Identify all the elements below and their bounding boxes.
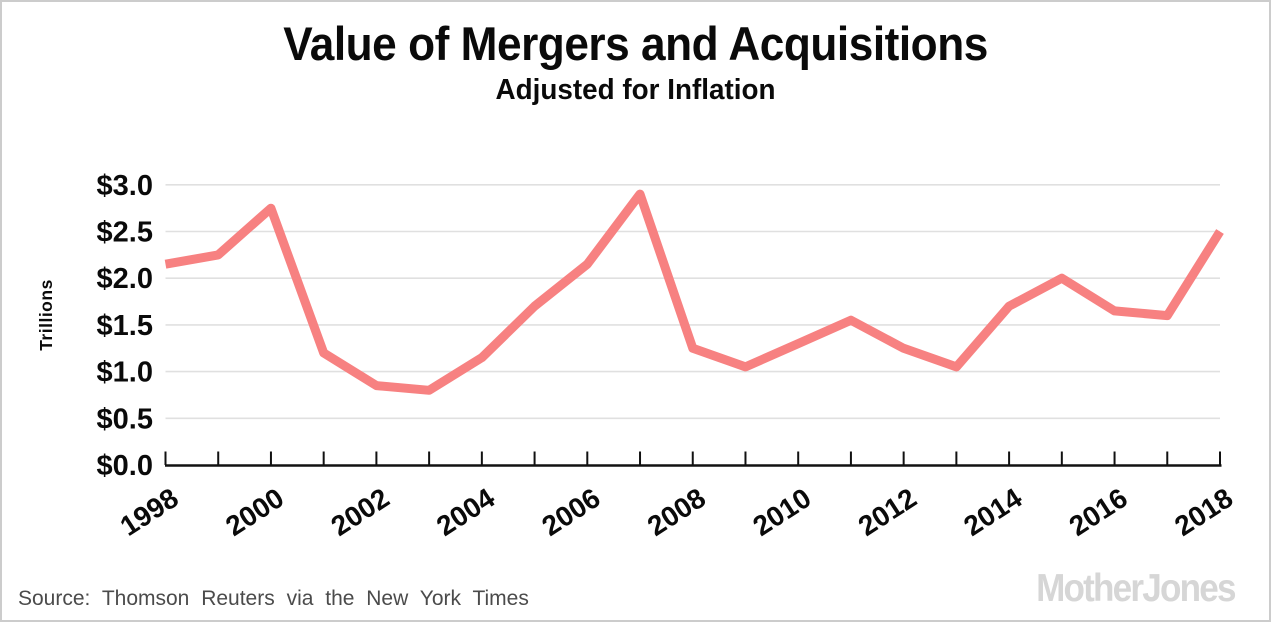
x-tick-label: 2014	[958, 482, 1027, 542]
y-tick-label: $2.0	[97, 263, 153, 295]
motherjones-logo: MotherJones	[1036, 567, 1236, 610]
x-tick-label: 2004	[431, 482, 500, 542]
y-tick-label: $0.5	[97, 403, 153, 435]
y-axis-title: Trillions	[36, 279, 56, 351]
x-tick-label: 2012	[853, 482, 922, 542]
y-tick-label: $3.0	[97, 170, 153, 202]
x-tick-label: 2006	[536, 482, 605, 542]
x-tick-label: 2016	[1064, 482, 1133, 542]
x-tick-label: 2000	[220, 482, 289, 542]
x-tick-label: 1998	[115, 482, 184, 542]
chart-title: Value of Mergers and Acquisitions	[283, 17, 988, 70]
y-tick-label: $2.5	[97, 217, 153, 249]
ma-value-line	[164, 189, 1224, 395]
chart-subtitle: Adjusted for Inflation	[495, 74, 776, 106]
x-tick-label: 2002	[326, 482, 395, 542]
y-tick-label: $1.0	[97, 357, 153, 389]
x-tick-label: 2018	[1169, 482, 1238, 542]
x-tick-label: 2010	[747, 482, 816, 542]
y-tick-label: $0.0	[97, 450, 153, 482]
y-tick-label: $1.5	[97, 310, 153, 342]
x-tick-label: 2008	[642, 482, 711, 542]
source-attribution: Source: Thomson Reuters via the New York…	[18, 587, 529, 610]
